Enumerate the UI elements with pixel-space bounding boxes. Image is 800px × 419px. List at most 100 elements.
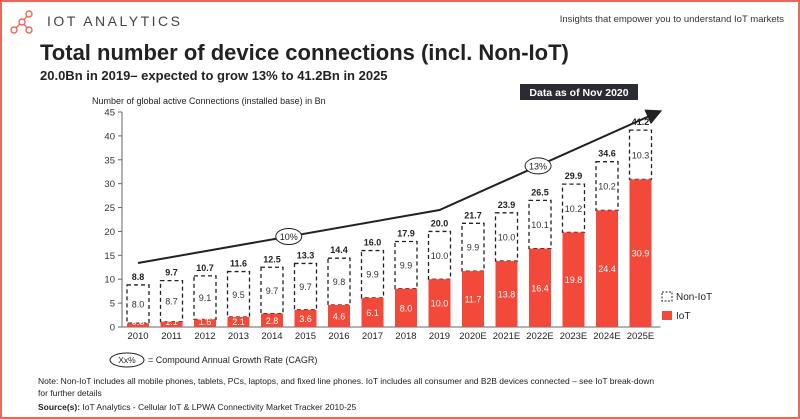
bar-non-iot: [528, 199, 552, 250]
y-tick-label: 20: [104, 227, 115, 238]
label-total: 17.9: [397, 228, 415, 238]
label-total: 13.3: [297, 250, 315, 260]
label-total: 16.0: [364, 238, 382, 248]
label-iot: 1.1: [165, 317, 178, 327]
label-iot: 3.6: [299, 314, 312, 324]
legend-swatch-non-iot: [661, 291, 673, 302]
label-non-iot: 9.9: [400, 261, 413, 271]
bar-iot: [294, 309, 317, 327]
y-tick-label: 40: [104, 131, 115, 142]
label-total: 21.7: [464, 210, 482, 220]
cagr-bubble: [524, 157, 552, 175]
label-iot: 10.0: [431, 299, 449, 309]
bar-iot: [462, 271, 484, 327]
source-text: IoT Analytics - Cellular IoT & LPWA Conn…: [80, 402, 356, 412]
y-tick-label: 0: [110, 323, 115, 334]
data-date-badge-text: Data as of Nov 2020: [529, 87, 628, 99]
bar-iot: [395, 288, 417, 327]
label-non-iot: 10.1: [531, 220, 549, 230]
label-iot: 30.9: [632, 249, 650, 259]
label-non-iot: 8.0: [132, 300, 145, 310]
x-tick-label: 2019: [429, 331, 450, 342]
bar-iot: [194, 319, 216, 327]
label-iot: 6.1: [366, 308, 379, 318]
cagr-legend-text: = Compound Annual Growth Rate (CAGR): [148, 355, 317, 365]
bar-non-iot: [494, 212, 519, 262]
bar-iot: [562, 232, 585, 327]
label-total: 23.9: [498, 200, 516, 210]
legend-label-iot: IoT: [676, 311, 690, 322]
label-total: 26.5: [531, 187, 549, 197]
x-tick-label: 2016: [328, 331, 349, 342]
label-non-iot: 9.7: [299, 282, 312, 292]
note-line-2: for further details: [38, 388, 102, 398]
cagr-bubble: [275, 228, 303, 245]
bar-iot: [227, 316, 250, 327]
label-non-iot: 10.0: [498, 232, 516, 242]
label-iot: 2.1: [232, 317, 245, 327]
label-total: 10.7: [196, 263, 214, 273]
y-tick-label: 15: [104, 251, 115, 262]
label-non-iot: 9.8: [333, 277, 346, 287]
label-iot: 0.8: [132, 317, 145, 327]
label-total: 34.6: [598, 149, 616, 159]
y-tick-label: 10: [104, 275, 115, 286]
y-tick-label: 45: [104, 108, 115, 119]
x-tick-label: 2022E: [526, 331, 553, 342]
chart-subtitle: 20.0Bn in 2019– expected to grow 13% to …: [40, 68, 388, 83]
label-non-iot: 10.0: [431, 251, 449, 261]
x-tick-label: 2018: [395, 331, 416, 342]
bar-iot: [361, 297, 384, 327]
x-tick-label: 2012: [194, 331, 215, 342]
label-total: 29.9: [565, 171, 583, 181]
data-date-badge: [520, 84, 638, 100]
cagr-arrow: [137, 109, 663, 264]
label-non-iot: 9.7: [266, 286, 279, 296]
bar-non-iot: [595, 161, 619, 212]
bar-iot: [328, 305, 350, 327]
bar-iot: [529, 248, 551, 327]
x-tick-label: 2013: [228, 331, 249, 342]
tagline: Insights that empower you to understand …: [560, 14, 784, 25]
x-tick-label: 2017: [362, 331, 383, 342]
chart-title: Total number of device connections (incl…: [40, 40, 569, 65]
bar-non-iot: [159, 280, 184, 323]
label-total: 9.7: [165, 268, 178, 278]
cagr-legend-symbol-text: Xx%: [118, 355, 136, 365]
x-tick-label: 2010: [127, 331, 148, 342]
bar-iot: [428, 279, 451, 327]
label-iot: 19.8: [565, 275, 583, 285]
label-iot: 11.7: [465, 295, 482, 305]
legend: Non-IoT IoT: [661, 291, 712, 322]
brand-name: IOT ANALYTICS: [47, 13, 182, 29]
label-total: 20.0: [431, 218, 449, 228]
bar-iot: [160, 321, 183, 327]
bar-iot: [629, 179, 652, 327]
y-tick-label: 35: [104, 155, 115, 166]
x-tick-label: 2020E: [459, 331, 486, 342]
bar-iot: [495, 261, 518, 327]
bar-iot: [596, 210, 618, 327]
y-tick-label: 30: [104, 179, 115, 190]
bar-non-iot: [193, 275, 217, 321]
label-total: 11.6: [230, 259, 247, 269]
legend-swatch-iot: [662, 311, 672, 320]
source-label: Source(s):: [38, 402, 80, 412]
y-axis-label: Number of global active Connections (ins…: [92, 96, 326, 106]
label-non-iot: 10.2: [565, 204, 583, 214]
label-non-iot: 9.1: [199, 293, 212, 303]
label-non-iot: 8.7: [165, 297, 178, 307]
x-tick-label: 2024E: [593, 331, 620, 342]
label-iot: 4.6: [333, 312, 346, 322]
label-non-iot: 10.3: [632, 150, 650, 160]
label-total: 41.2: [632, 117, 650, 127]
x-tick-label: 2021E: [493, 331, 520, 342]
cagr-legend-symbol: [109, 352, 145, 368]
x-tick-label: 2014: [261, 331, 282, 342]
bar-iot: [127, 323, 149, 327]
label-total: 14.4: [330, 245, 348, 255]
logo-icon: [10, 10, 33, 34]
